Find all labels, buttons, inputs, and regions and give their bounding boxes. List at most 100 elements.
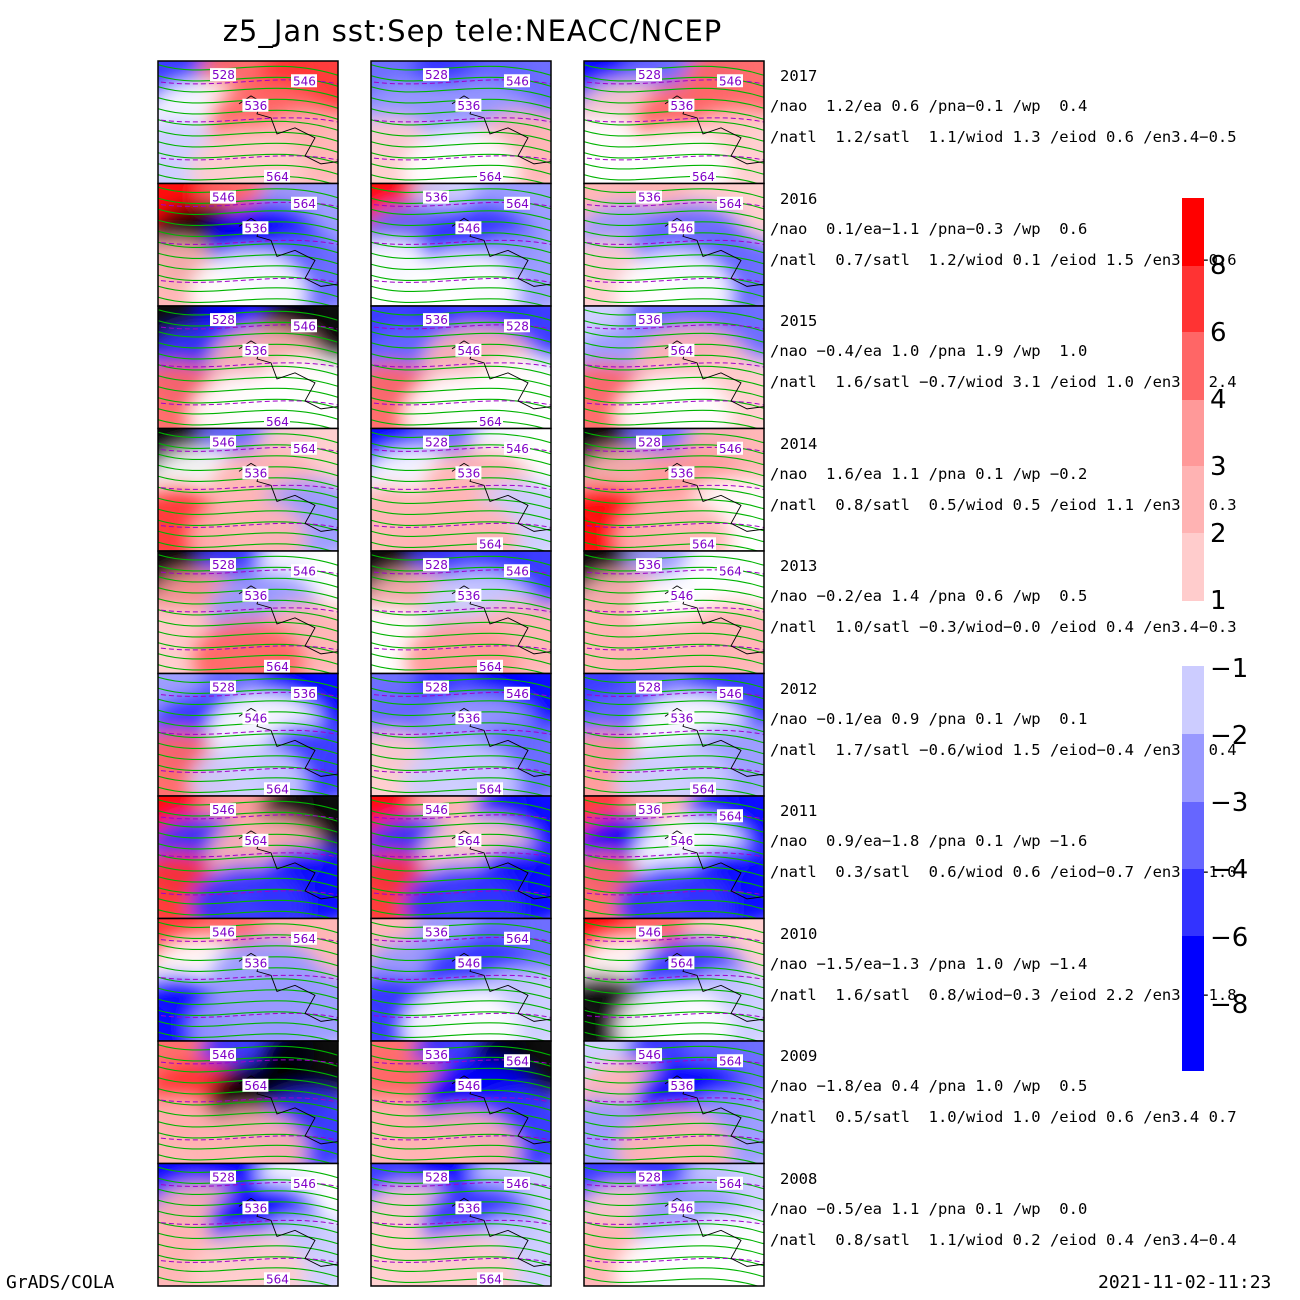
- height-contour: [371, 1221, 551, 1234]
- height-contour: [371, 173, 547, 184]
- contour-label: 546: [670, 834, 693, 848]
- height-contour: [158, 230, 338, 243]
- height-contour: [584, 842, 764, 856]
- contour-label: 546: [212, 803, 235, 817]
- height-contour: [158, 464, 338, 477]
- height-contour: [584, 908, 760, 919]
- height-contour: [371, 652, 551, 666]
- height-contour: [158, 107, 338, 121]
- height-contour: [584, 285, 764, 298]
- map-panel: 536 546 564: [370, 182, 552, 307]
- contour-label: 536: [425, 313, 448, 327]
- height-contour: [584, 586, 764, 600]
- height-contour: [158, 641, 338, 655]
- contour-label: 536: [425, 926, 448, 940]
- height-contour: [584, 742, 764, 755]
- map-panel: 528 536 546 564: [157, 1162, 339, 1287]
- height-contour: [158, 764, 338, 777]
- year-label: 2016: [780, 189, 818, 208]
- contour-label: 546: [457, 956, 480, 970]
- height-contour: [158, 676, 338, 689]
- contour-label: 536: [670, 1079, 693, 1093]
- map-panel: 528 536 546 564: [370, 1162, 552, 1287]
- height-contour: [584, 1265, 764, 1278]
- height-contour: [584, 263, 764, 276]
- contour-label: 536: [670, 99, 693, 113]
- height-contour: [584, 1199, 764, 1212]
- height-contour: [158, 575, 338, 589]
- contour-label: 546: [457, 344, 480, 358]
- contour-label: 528: [212, 1171, 235, 1185]
- height-contour: [158, 976, 338, 989]
- height-contour: [158, 252, 338, 265]
- contour-label: 564: [479, 415, 502, 429]
- sst-indices: /natl 0.3/satl 0.6/wiod 0.6 /eiod−0.7 /e…: [770, 863, 1237, 881]
- height-contour: [371, 1131, 551, 1145]
- colorbar-tick-label: 6: [1210, 318, 1227, 348]
- height-contour: [158, 965, 338, 978]
- height-contour: [158, 1031, 334, 1041]
- height-contour: [371, 586, 551, 600]
- contour-label: 546: [293, 564, 316, 578]
- height-contour: [584, 875, 764, 889]
- height-contour: [584, 1254, 764, 1267]
- height-contour: [158, 1142, 338, 1156]
- height-contour: [584, 508, 764, 521]
- height-contour: [371, 407, 551, 421]
- height-contour: [158, 897, 338, 911]
- height-contour: [158, 652, 338, 666]
- height-contour: [371, 831, 551, 845]
- contour-label: 546: [670, 589, 693, 603]
- height-contour: [158, 519, 338, 532]
- sst-indices: /natl 1.6/satl −0.7/wiod 3.1 /eiod 1.0 /…: [770, 373, 1237, 391]
- contour-label: 564: [244, 834, 267, 848]
- height-contour: [158, 241, 338, 254]
- contour-label: 564: [479, 660, 502, 674]
- height-contour: [158, 954, 338, 967]
- colorbar-tick-label: −4: [1210, 855, 1249, 885]
- contour-label: 546: [293, 1177, 316, 1191]
- height-contour: [371, 954, 551, 967]
- year-label: 2009: [780, 1047, 818, 1065]
- sst-indices: /natl 1.6/satl 0.8/wiod−0.3 /eiod 2.2 /e…: [770, 985, 1237, 1004]
- page-title: z5_Jan sst:Sep tele:NEACC/NCEP: [222, 14, 723, 48]
- height-contour: [371, 1153, 547, 1164]
- contour-label: 564: [266, 1272, 289, 1286]
- height-contour: [584, 698, 764, 711]
- teleconnection-indices: /nao 1.6/ea 1.1 /pna 0.1 /wp −0.2: [770, 464, 1088, 483]
- contour-label: 546: [719, 74, 742, 88]
- panel-frame: [370, 1162, 552, 1287]
- contour-label: 546: [212, 436, 235, 450]
- height-contour: [158, 742, 338, 755]
- map-panel: 536 546 564: [583, 550, 765, 675]
- height-contour: [584, 965, 764, 978]
- sst-indices: /natl 0.7/satl 1.2/wiod 0.1 /eiod 1.5 /e…: [770, 250, 1237, 269]
- height-contour: [584, 998, 764, 1011]
- height-contour: [371, 709, 551, 722]
- contour-label: 528: [425, 436, 448, 450]
- height-contour: [371, 597, 551, 611]
- contour-label: 546: [212, 1048, 235, 1062]
- height-contour: [584, 96, 764, 110]
- height-contour: [584, 864, 764, 878]
- height-contour: [584, 753, 764, 766]
- height-contour: [371, 908, 547, 919]
- map-panel: 546 564: [157, 1040, 339, 1165]
- contour-label: 564: [293, 442, 316, 456]
- height-contour: [158, 842, 338, 856]
- teleconnection-indices: /nao −0.5/ea 1.1 /pna 0.1 /wp 0.0: [770, 1199, 1088, 1218]
- height-contour: [371, 1076, 551, 1090]
- contour-label: 564: [479, 170, 502, 184]
- height-contour: [371, 241, 551, 254]
- height-contour: [371, 798, 551, 812]
- map-panel: 546 536 564: [157, 917, 339, 1042]
- teleconnection-indices: /nao −1.5/ea−1.3 /pna 1.0 /wp −1.4: [770, 954, 1088, 973]
- contour-label: 536: [457, 711, 480, 725]
- height-contour: [584, 274, 764, 287]
- height-contour: [371, 230, 551, 243]
- height-contour: [584, 943, 764, 956]
- height-contour: [371, 541, 547, 551]
- map-panel: 528 536 546 564: [370, 427, 552, 552]
- contour-label: 564: [244, 1079, 267, 1093]
- map-panel: 528 536 546 564: [157, 60, 339, 185]
